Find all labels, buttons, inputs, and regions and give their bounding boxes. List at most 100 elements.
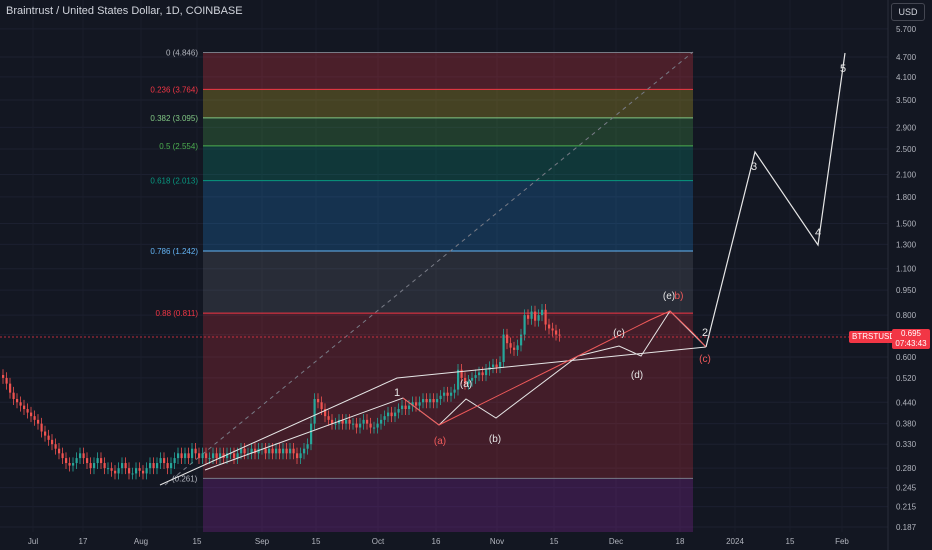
y-tick-label: 0.800 — [896, 311, 917, 320]
time-axis: Jul 17 Aug 15 Sep 15 Oct 16 Nov 15 Dec 18 2024 15 Feb — [28, 537, 850, 546]
candle-body — [467, 380, 470, 384]
candle-body — [523, 315, 526, 335]
x-tick-label: 2024 — [726, 537, 744, 546]
candle-body — [103, 463, 106, 469]
candle-body — [376, 423, 379, 428]
fib-zone — [203, 117, 693, 146]
wave-label: 3 — [751, 161, 757, 173]
candle-body — [128, 468, 131, 474]
candle-body — [345, 419, 348, 424]
candle-body — [82, 453, 85, 459]
candle-body — [26, 409, 29, 413]
candle-body — [30, 412, 33, 417]
y-tick-label: 0.245 — [896, 484, 917, 493]
wave-label: 1 — [394, 387, 400, 399]
candle-body — [268, 448, 271, 454]
x-tick-label: Oct — [372, 537, 385, 546]
candle-body — [520, 334, 523, 346]
candle-body — [138, 468, 141, 471]
candle-body — [369, 423, 372, 428]
fib-level-label: 0.786 (1.242) — [150, 247, 198, 256]
currency-button[interactable]: USD — [891, 3, 925, 21]
candle-body — [285, 448, 288, 454]
candle-body — [16, 398, 19, 403]
x-tick-label: 15 — [550, 537, 559, 546]
wave-label: 5 — [840, 63, 846, 75]
y-tick-label: 5.700 — [896, 25, 917, 34]
chart-title: Braintrust / United States Dollar, 1D, C… — [6, 5, 243, 17]
candle-body — [439, 395, 442, 399]
candle-body — [86, 458, 89, 464]
candle-body — [499, 361, 502, 368]
candle-body — [366, 419, 369, 424]
x-tick-label: Sep — [255, 537, 270, 546]
candle-body — [89, 463, 92, 469]
candle-body — [219, 453, 222, 459]
candle-body — [334, 423, 337, 425]
candle-body — [390, 412, 393, 417]
candle-body — [44, 431, 47, 436]
candle-body — [548, 324, 551, 329]
y-tick-label: 3.500 — [896, 96, 917, 105]
candle-body — [47, 435, 50, 440]
candle-body — [61, 453, 64, 459]
x-tick-label: 15 — [193, 537, 202, 546]
y-tick-label: 0.520 — [896, 374, 917, 383]
candle-body — [436, 398, 439, 403]
candle-body — [278, 448, 281, 454]
fib-zone — [203, 89, 693, 118]
candle-body — [534, 311, 537, 321]
candle-body — [292, 448, 295, 454]
candle-body — [282, 448, 285, 454]
fib-level-label: (0.261) — [172, 474, 198, 483]
candle-body — [201, 453, 204, 459]
candle-body — [537, 315, 540, 321]
candle-body — [306, 444, 309, 449]
candle-body — [100, 458, 103, 464]
candle-body — [478, 372, 481, 376]
candle-body — [121, 463, 124, 469]
candle-body — [509, 343, 512, 348]
y-tick-label: 0.215 — [896, 503, 917, 512]
candle-body — [114, 470, 117, 474]
wave-label: (c) — [613, 328, 625, 339]
candle-body — [443, 392, 446, 396]
candle-body — [180, 453, 183, 459]
candle-body — [464, 377, 467, 384]
candle-body — [75, 458, 78, 464]
candle-body — [404, 405, 407, 410]
candle-body — [40, 423, 43, 432]
candle-body — [226, 453, 229, 459]
x-tick-label: Aug — [134, 537, 148, 546]
candle-body — [289, 448, 292, 454]
y-tick-label: 0.330 — [896, 440, 917, 449]
y-tick-label: 1.100 — [896, 265, 917, 274]
wave-label: b) — [675, 291, 684, 302]
candle-body — [471, 377, 474, 381]
candle-body — [341, 419, 344, 424]
candle-body — [446, 392, 449, 396]
candle-body — [233, 453, 236, 459]
fib-level-label: 0.236 (3.764) — [150, 85, 198, 94]
x-tick-label: 15 — [312, 537, 321, 546]
fib-zone — [203, 145, 693, 181]
x-tick-label: 18 — [676, 537, 685, 546]
candle-body — [355, 423, 358, 428]
x-tick-label: Dec — [609, 537, 623, 546]
candle-body — [54, 444, 57, 449]
wave-label: 4 — [815, 227, 821, 239]
candle-body — [352, 423, 355, 425]
candle-body — [502, 334, 505, 362]
candle-body — [65, 458, 68, 464]
candle-body — [264, 448, 267, 454]
candle-body — [460, 369, 463, 378]
candle-body — [72, 463, 75, 466]
x-tick-label: 16 — [432, 537, 441, 546]
candle-body — [310, 423, 313, 445]
fib-zone — [203, 250, 693, 314]
elliott-wave-drawing: 1 (a) (a) (b) (c) (d) (e) b) 2 (c) 3 4 5 — [159, 52, 846, 486]
y-tick-label: 0.950 — [896, 286, 917, 295]
y-tick-label: 1.500 — [896, 219, 917, 228]
y-tick-label: 1.800 — [896, 193, 917, 202]
